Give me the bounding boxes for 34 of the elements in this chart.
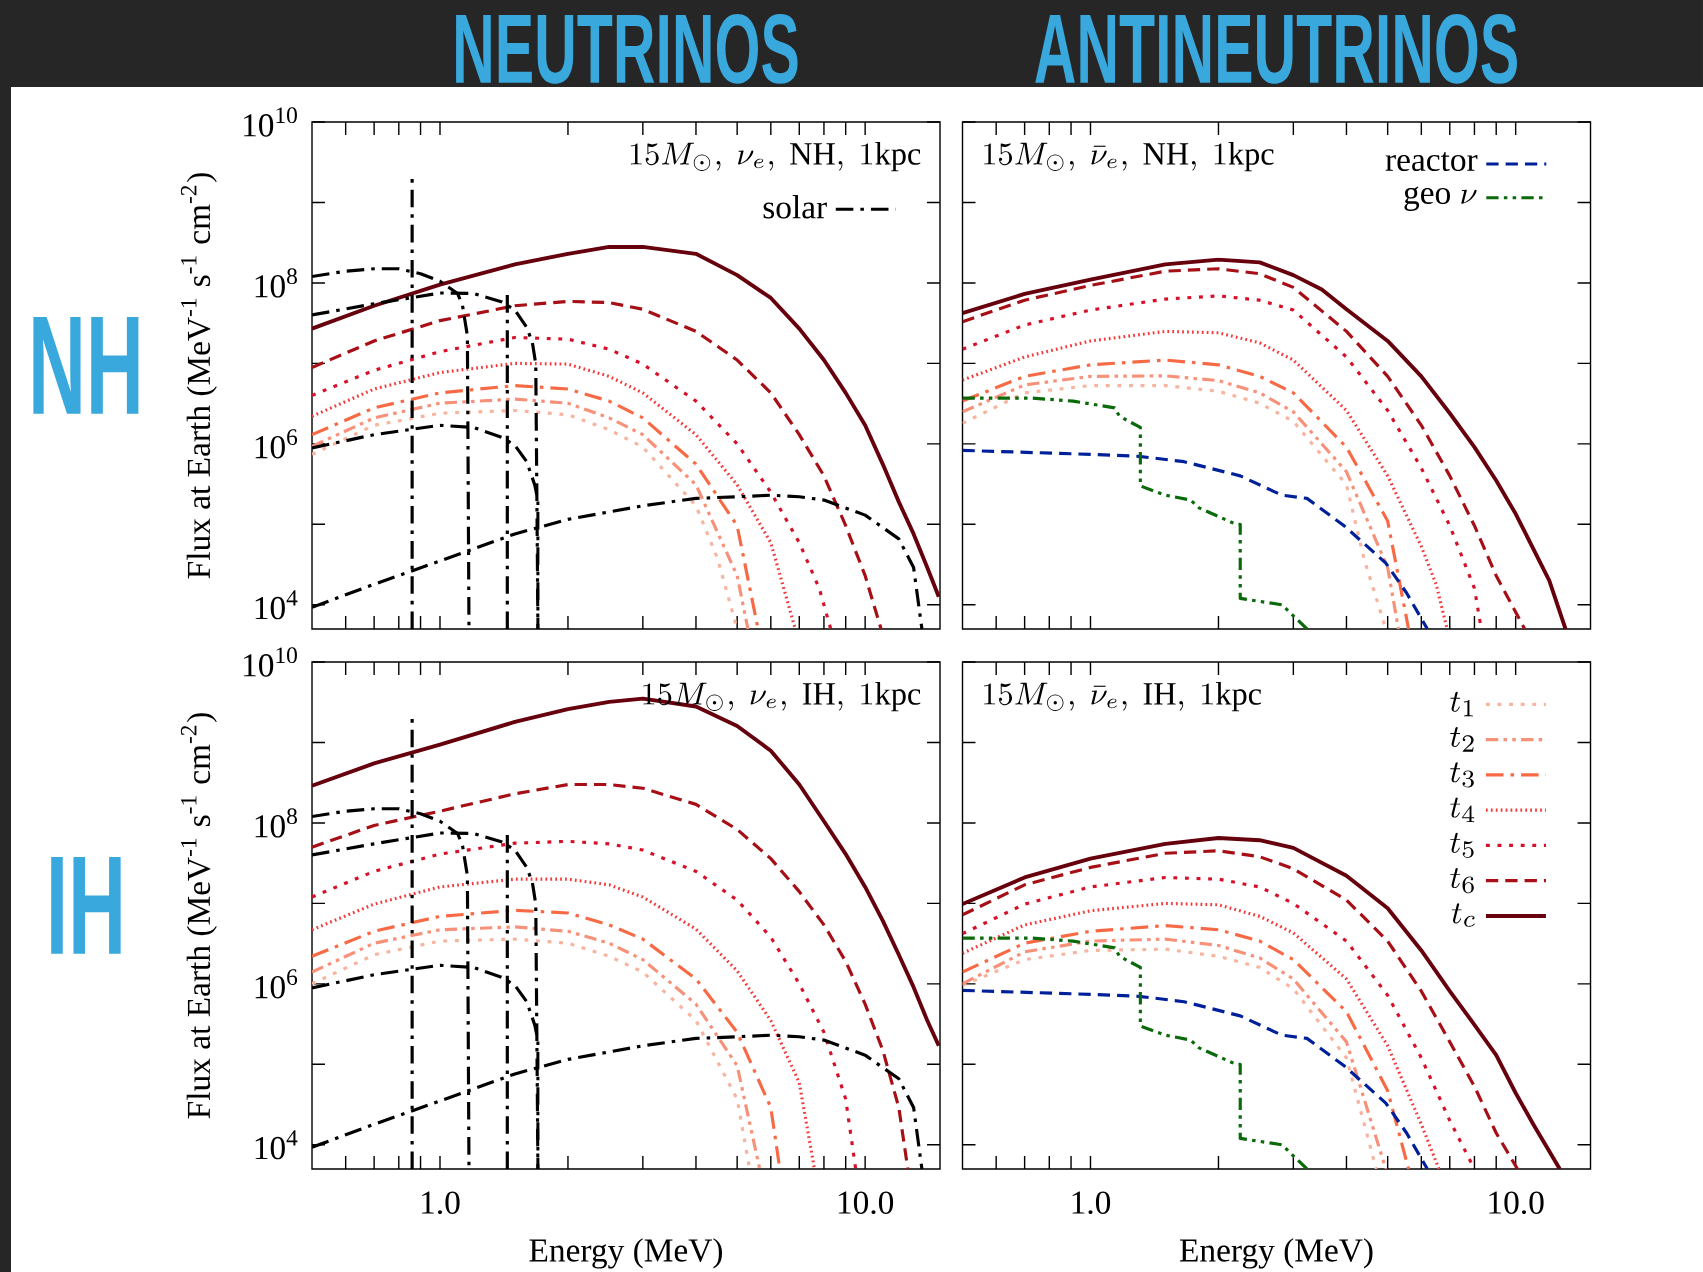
legend-label: $t_5$ [1450, 832, 1474, 858]
legend-label: $\mathrm{geo}\ \nu$ [1404, 186, 1477, 211]
y-tick-label: 10$^{10}$ [243, 647, 297, 677]
chart-title: NEUTRINOS [456, 14, 798, 84]
x-tick-label: 10.0 [1489, 1191, 1544, 1215]
legend-label: $t_2$ [1450, 726, 1474, 752]
legend-label: $\mathrm{reactor}$ [1385, 151, 1478, 172]
y-axis-title: Flux at Earth (MeV$^{-1}$ s$^{-1}$ cm$^{-2}$) [180, 713, 217, 1119]
y-tick-label: 10$^{6}$ [255, 969, 298, 999]
y-tick-label: 10$^{6}$ [255, 429, 298, 459]
chart-subtitle: $15M_\odot,\ \bar{\nu}_e,\ \mathrm{NH},\ 1\mathrm{kpc}$ [984, 142, 1274, 172]
legend-label: $t_6$ [1450, 867, 1474, 894]
x-tick-label: 1.0 [422, 1191, 460, 1215]
y-tick-label: 10$^{10}$ [243, 107, 297, 137]
x-axis-title: Energy (MeV) [529, 1238, 723, 1269]
y-tick-label: 10$^{4}$ [255, 590, 298, 620]
y-tick-label: 10$^{4}$ [255, 1130, 298, 1160]
y-tick-label: 10$^{8}$ [255, 268, 297, 298]
chart-subtitle: $15M_\odot,\ \nu_e,\ \mathrm{NH},\ 1\mathrm{kpc}$ [630, 142, 921, 172]
x-tick-label: 10.0 [838, 1191, 894, 1215]
x-tick-label: 1.0 [1072, 1191, 1111, 1215]
legend-label: $t_3$ [1450, 762, 1474, 788]
x-axis-title: Energy (MeV) [1179, 1238, 1373, 1269]
chart-subtitle: $15M_\odot,\ \bar{\nu}_e,\ \mathrm{IH},\ 1\mathrm{kpc}$ [984, 682, 1262, 712]
chart-title: ANTINEUTRINOS [1035, 14, 1517, 84]
legend-label: $\mathrm{solar}$ [763, 195, 827, 219]
y-tick-label: 10$^{8}$ [255, 808, 297, 838]
text: NH [33, 317, 139, 414]
chart-subtitle: $15M_\odot,\ \nu_e,\ \mathrm{IH},\ 1\mathrm{kpc}$ [643, 682, 921, 712]
text: IH [51, 857, 121, 954]
legend-label: $t_1$ [1450, 691, 1473, 717]
legend-label: $t_c$ [1451, 903, 1475, 927]
legend-label: $t_4$ [1450, 797, 1475, 823]
y-axis-title: Flux at Earth (MeV$^{-1}$ s$^{-1}$ cm$^{-2}$) [180, 173, 217, 579]
